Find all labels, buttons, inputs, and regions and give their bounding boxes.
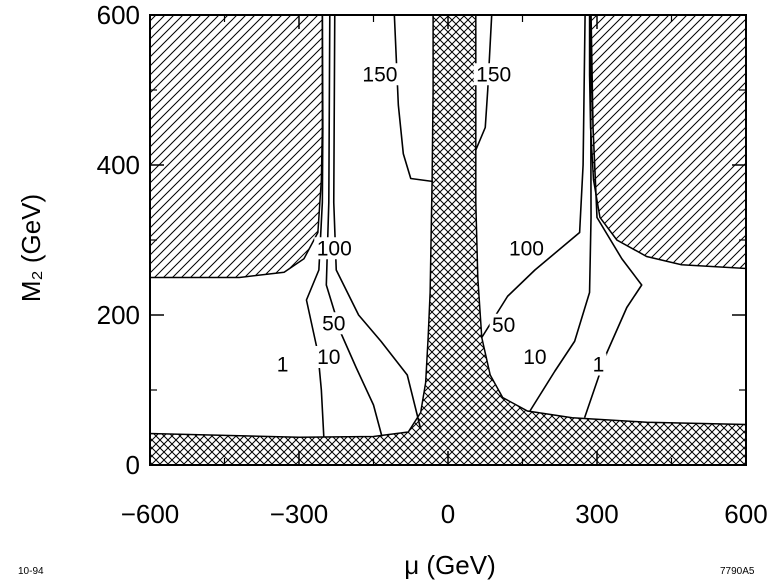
contour-label-10: 10	[317, 346, 340, 369]
contour-label-1: 1	[593, 354, 605, 377]
contour-line-150-negative	[393, 14, 434, 183]
y-tick-label: 400	[97, 150, 140, 180]
contour-label-50: 50	[492, 314, 515, 337]
excluded-regions	[149, 14, 747, 466]
x-axis-title: μ (GeV)	[404, 550, 496, 580]
contour-line-10-positive	[529, 14, 592, 412]
contour-label-background	[520, 346, 549, 368]
x-tick-label: −300	[270, 499, 329, 529]
contour-label-background	[473, 63, 514, 86]
contour-label-10: 10	[523, 346, 546, 369]
x-tick-label: 600	[724, 499, 767, 529]
contour-label-100: 100	[509, 237, 544, 260]
diagonal-hatch-region-2	[588, 14, 747, 270]
contour-label-background	[314, 237, 355, 260]
contour-label-background	[359, 63, 400, 86]
x-tick-label: 0	[441, 499, 455, 529]
y-tick-label: 200	[97, 300, 140, 330]
contour-line-1-positive	[583, 14, 643, 419]
y-tick-label: 600	[97, 0, 140, 30]
x-tick-label: 300	[575, 499, 618, 529]
contour-label-150: 150	[476, 63, 511, 86]
y-tick-label: 0	[126, 450, 140, 480]
contour-label-background	[319, 312, 348, 335]
contour-label-background	[274, 353, 291, 376]
contour-line-100-positive	[481, 14, 586, 338]
axis-ticks: −600 −300 0 300 600 0 200 400 600	[97, 0, 768, 529]
contour-labels: 1 10 50 100 150 150 100 50 10 1	[274, 63, 607, 377]
diagonal-hatch-region-1	[149, 14, 324, 279]
x-tick-label: −600	[121, 499, 180, 529]
contour-label-background	[314, 346, 343, 368]
contour-label-100: 100	[317, 237, 352, 260]
contour-line-150-positive	[475, 14, 493, 151]
figure-date-note: 10-94	[18, 566, 44, 577]
contour-line-50-negative	[332, 14, 422, 430]
figure-id-note: 7790A5	[720, 566, 755, 577]
contour-label-1: 1	[277, 354, 289, 377]
contour-label-background	[590, 353, 607, 376]
y-axis-title: M₂ (GeV)	[16, 194, 46, 302]
contour-label-background	[506, 237, 547, 260]
contour-label-150: 150	[362, 63, 397, 86]
contour-label-background	[489, 313, 518, 336]
contour-line-1-negative	[305, 14, 325, 438]
contour-label-50: 50	[322, 312, 345, 335]
